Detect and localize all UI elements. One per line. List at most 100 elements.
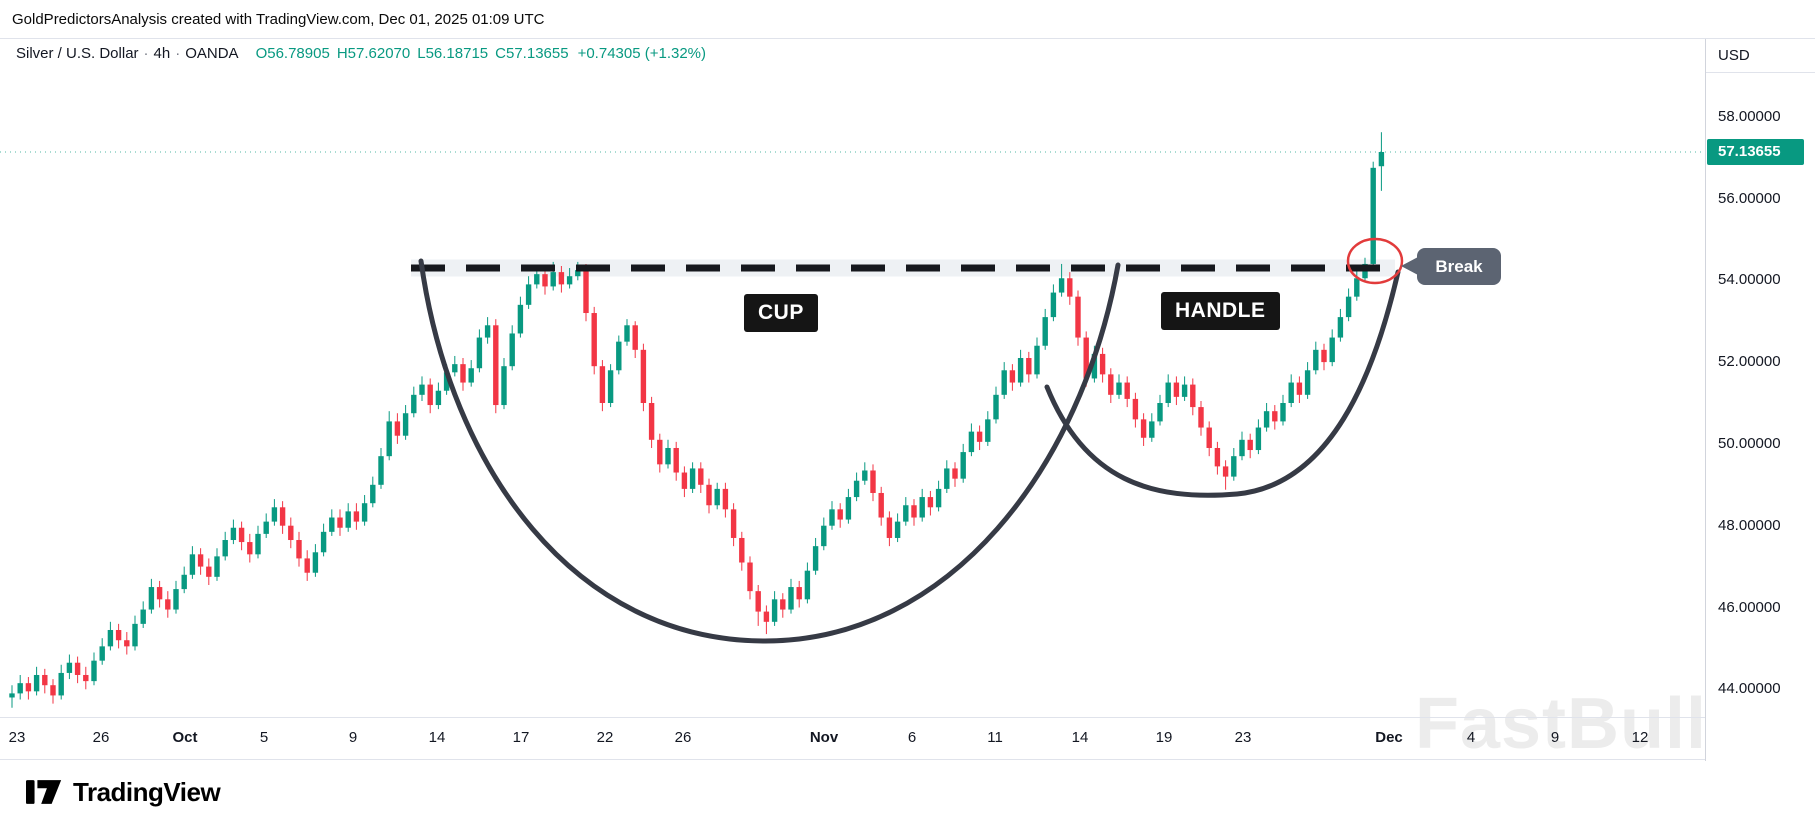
candle-body bbox=[804, 570, 811, 600]
candle-body bbox=[886, 517, 893, 538]
candle-body bbox=[493, 325, 499, 406]
open-value: 56.78905 bbox=[267, 45, 330, 62]
candle-body bbox=[206, 566, 212, 577]
candle-body bbox=[976, 431, 983, 442]
candle-body bbox=[222, 540, 228, 557]
candle-body bbox=[165, 599, 171, 610]
candle-body bbox=[1222, 466, 1229, 477]
candle-body bbox=[91, 660, 97, 682]
price-tick-label: 58.00000 bbox=[1718, 107, 1781, 125]
symbol-title[interactable]: Silver / U.S. Dollar bbox=[16, 45, 139, 62]
time-tick-label: 14 bbox=[1071, 729, 1089, 746]
candle-body bbox=[591, 313, 597, 367]
candle-body bbox=[952, 468, 958, 479]
candle-body bbox=[320, 531, 327, 553]
candle-body bbox=[230, 527, 237, 541]
price-axis[interactable]: USD 58.00000 56.00000 54.00000 52.00000 50.0… bbox=[1705, 39, 1815, 761]
candle-body bbox=[845, 497, 852, 520]
cup-curve bbox=[418, 258, 1121, 644]
candle-body bbox=[74, 662, 81, 675]
candle-body bbox=[17, 683, 23, 694]
candle-body bbox=[1017, 358, 1024, 383]
candle-body bbox=[706, 484, 712, 506]
candle-body bbox=[370, 484, 376, 504]
close-label: C bbox=[495, 45, 506, 62]
candle-body bbox=[476, 337, 483, 369]
candle-body bbox=[796, 587, 802, 600]
candle-body bbox=[1354, 278, 1360, 297]
tradingview-brand-text: TradingView bbox=[73, 777, 221, 807]
candle-body bbox=[673, 447, 679, 473]
candle-body bbox=[747, 562, 753, 592]
time-tick-label: 19 bbox=[1155, 729, 1173, 746]
legend-separator: · bbox=[175, 45, 181, 62]
price-tick-label: 56.00000 bbox=[1718, 189, 1781, 207]
candle-body bbox=[566, 276, 573, 285]
symbol-legend[interactable]: Silver / U.S. Dollar · 4h · OANDA O56.78905 H5… bbox=[16, 45, 706, 65]
exchange-label: OANDA bbox=[185, 45, 239, 62]
candle-body bbox=[288, 525, 294, 541]
candle-body bbox=[1132, 398, 1139, 420]
candle-body bbox=[468, 368, 474, 383]
low-value: 56.18715 bbox=[425, 45, 489, 62]
cup-annotation-label: CUP bbox=[744, 294, 818, 332]
candle-body bbox=[427, 384, 433, 406]
candle-body bbox=[1009, 370, 1016, 383]
interval-label[interactable]: 4h bbox=[153, 45, 171, 62]
candle-body bbox=[501, 366, 507, 406]
candle-body bbox=[862, 470, 868, 481]
break-callout-pointer bbox=[1401, 257, 1418, 275]
candle-body bbox=[107, 629, 114, 647]
time-axis[interactable]: 23 26 Oct 5 9 14 17 22 26 Nov 6 11 14 19 23 Dec 4 9 12 bbox=[0, 717, 1705, 761]
currency-label: USD bbox=[1706, 39, 1815, 73]
time-tick-label: 5 bbox=[259, 729, 269, 746]
candle-body bbox=[296, 540, 302, 559]
candle-body bbox=[894, 521, 901, 538]
tradingview-logo-icon bbox=[26, 780, 62, 804]
candle-body bbox=[1206, 427, 1212, 448]
candle-body bbox=[1165, 382, 1171, 403]
candle-body bbox=[1263, 411, 1270, 428]
price-tick-label: 50.00000 bbox=[1718, 434, 1781, 452]
candle-body bbox=[1272, 411, 1278, 422]
candle-body bbox=[263, 521, 269, 534]
candle-body bbox=[583, 270, 589, 314]
candle-body bbox=[345, 511, 351, 528]
price-tick-label: 48.00000 bbox=[1718, 516, 1781, 534]
break-callout: Break bbox=[1417, 248, 1501, 285]
time-tick-label: 26 bbox=[92, 729, 110, 746]
legend-separator: · bbox=[143, 45, 149, 62]
candle-body bbox=[648, 403, 655, 440]
price-tick-label: 54.00000 bbox=[1718, 271, 1781, 289]
time-tick-label: 11 bbox=[987, 729, 1003, 746]
top-attribution-bar: GoldPredictorsAnalysis created with Trad… bbox=[0, 0, 1815, 38]
candle-body bbox=[993, 394, 999, 420]
candle-body bbox=[903, 505, 909, 522]
candle-body bbox=[780, 599, 786, 610]
tradingview-logo[interactable]: TradingView bbox=[26, 777, 221, 808]
candle-body bbox=[960, 452, 966, 479]
candle-body bbox=[739, 537, 745, 563]
candle-body bbox=[1255, 427, 1262, 451]
candle-body bbox=[394, 421, 401, 436]
candlestick-chart[interactable] bbox=[0, 39, 1705, 717]
candle-body bbox=[935, 488, 942, 508]
candle-body bbox=[755, 591, 761, 612]
candle-body bbox=[689, 468, 696, 489]
time-tick-label: 23 bbox=[8, 729, 26, 746]
candle-body bbox=[66, 662, 73, 673]
candle-body bbox=[681, 472, 688, 489]
candle-body bbox=[353, 511, 360, 522]
candle-body bbox=[1313, 349, 1319, 371]
time-tick-label: 12 bbox=[1631, 729, 1649, 746]
candle-body bbox=[771, 599, 778, 622]
candle-body bbox=[411, 394, 417, 414]
candle-body bbox=[1034, 345, 1040, 375]
open-label: O bbox=[255, 45, 268, 62]
time-tick-label: Oct bbox=[172, 729, 198, 746]
candle-body bbox=[1149, 421, 1155, 438]
candle-body bbox=[1050, 292, 1057, 318]
candle-body bbox=[435, 390, 442, 406]
candle-body bbox=[1058, 278, 1065, 293]
candle-body bbox=[1001, 370, 1007, 395]
